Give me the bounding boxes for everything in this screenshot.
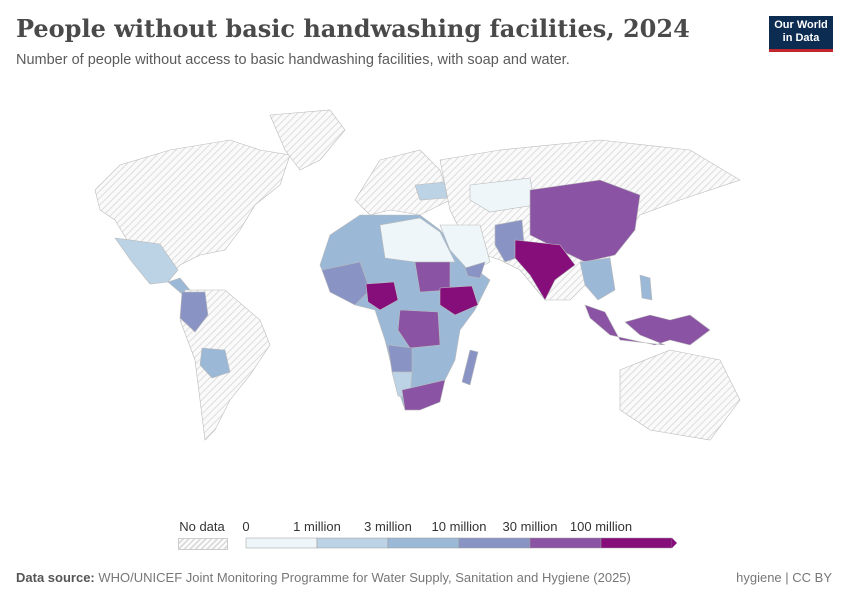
legend-no-data-label: No data: [179, 519, 225, 534]
legend-label-5: 100 million: [569, 519, 633, 534]
southeast-asia[interactable]: [579, 257, 616, 301]
nigeria[interactable]: [365, 281, 399, 311]
angola[interactable]: [387, 344, 413, 373]
europe[interactable]: [354, 149, 451, 216]
license[interactable]: hygiene | CC BY: [736, 570, 832, 585]
china[interactable]: [529, 179, 641, 263]
greenland[interactable]: [269, 109, 346, 171]
legend-bin-2[interactable]: [387, 537, 460, 549]
legend-bin-1[interactable]: [316, 537, 389, 549]
logo-line2: in Data: [782, 32, 820, 44]
legend-no-data-swatch: [178, 538, 228, 550]
north-america[interactable]: [94, 139, 291, 276]
legend-label-3: 10 million: [431, 519, 487, 534]
source-label: Data source:: [16, 570, 95, 585]
legend-label-2: 3 million: [364, 519, 412, 534]
chart-subtitle: Number of people without access to basic…: [16, 52, 570, 68]
ukraine[interactable]: [414, 181, 448, 201]
world-map: [94, 109, 741, 441]
chart-title: People without basic handwashing facilit…: [16, 14, 690, 43]
legend-bin-3[interactable]: [458, 537, 531, 549]
yemen[interactable]: [464, 261, 486, 279]
ethiopia[interactable]: [439, 285, 479, 316]
madagascar[interactable]: [461, 349, 479, 386]
north-africa[interactable]: [379, 217, 456, 263]
source-text[interactable]: WHO/UNICEF Joint Monitoring Programme fo…: [98, 570, 631, 585]
legend-label-4: 30 million: [502, 519, 558, 534]
legend-scale: [245, 537, 677, 549]
owid-logo[interactable]: Our World in Data: [769, 16, 833, 52]
legend-bin-0[interactable]: [245, 537, 318, 549]
colombia[interactable]: [179, 291, 209, 333]
logo-line1: Our World: [774, 19, 828, 31]
legend-bin-4[interactable]: [529, 537, 602, 549]
philippines[interactable]: [639, 274, 653, 301]
footer-source: Data source: WHO/UNICEF Joint Monitoring…: [16, 570, 631, 585]
drc[interactable]: [397, 309, 441, 349]
australia[interactable]: [619, 349, 741, 441]
indonesia[interactable]: [584, 304, 711, 346]
legend-arrow: [672, 538, 677, 548]
legend-bin-5[interactable]: [600, 537, 673, 549]
south-africa[interactable]: [401, 379, 446, 411]
legend-label-1: 1 million: [293, 519, 341, 534]
legend-label-0: 0: [242, 519, 250, 534]
bolivia[interactable]: [199, 347, 231, 379]
legend: No data 0 1 million 3 million 10 million…: [0, 515, 850, 555]
india[interactable]: [514, 239, 576, 301]
kazakhstan[interactable]: [469, 177, 536, 213]
west-africa[interactable]: [321, 261, 371, 306]
